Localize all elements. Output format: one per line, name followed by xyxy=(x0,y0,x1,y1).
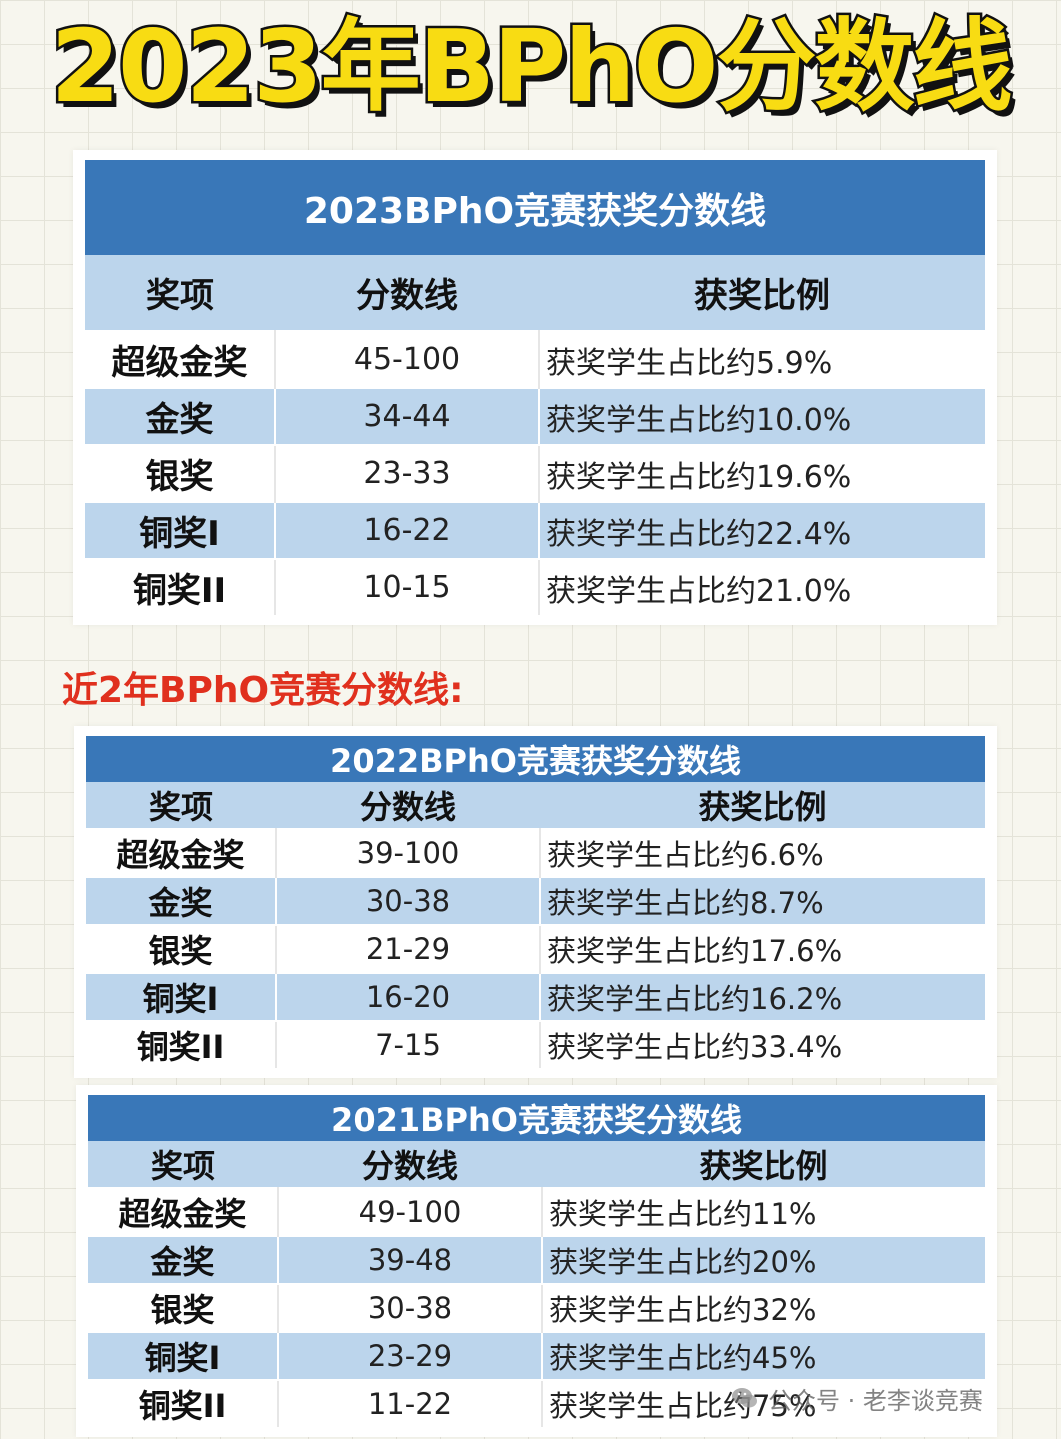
score-cell: 39-48 xyxy=(278,1235,543,1284)
table-row: 铜奖I 16-22 获奖学生占比约22.4% xyxy=(85,501,985,559)
award-cell: 铜奖I xyxy=(86,972,277,1021)
score-table-2022: 2022BPhO竞赛获奖分数线 奖项 分数线 获奖比例 超级金奖 39-100 … xyxy=(86,736,985,1068)
ratio-cell: 获奖学生占比约11% xyxy=(542,1187,985,1236)
table-row: 铜奖II 7-15 获奖学生占比约33.4% xyxy=(86,1020,985,1068)
table-row: 金奖 39-48 获奖学生占比约20% xyxy=(88,1235,985,1284)
ratio-cell: 获奖学生占比约75% xyxy=(542,1379,985,1427)
score-cell: 11-22 xyxy=(278,1379,543,1427)
table-row: 铜奖I 23-29 获奖学生占比约45% xyxy=(88,1331,985,1380)
award-cell: 超级金奖 xyxy=(88,1187,279,1236)
column-header-ratio: 获奖比例 xyxy=(540,782,985,829)
award-cell: 金奖 xyxy=(88,1235,279,1284)
ratio-cell: 获奖学生占比约16.2% xyxy=(540,972,985,1021)
ratio-cell: 获奖学生占比约45% xyxy=(542,1331,985,1380)
award-cell: 金奖 xyxy=(86,876,277,925)
wechat-icon xyxy=(732,1388,757,1408)
column-header-award: 奖项 xyxy=(88,1141,278,1188)
score-cell: 21-29 xyxy=(276,924,541,973)
table-row: 超级金奖 45-100 获奖学生占比约5.9% xyxy=(85,330,985,388)
award-cell: 铜奖II xyxy=(86,1020,277,1068)
award-cell: 超级金奖 xyxy=(86,828,277,877)
table-title: 2022BPhO竞赛获奖分数线 xyxy=(86,736,985,782)
award-cell: 银奖 xyxy=(88,1283,279,1332)
watermark: 公众号 · 老李谈竞赛 xyxy=(730,1378,983,1418)
table-row: 银奖 30-38 获奖学生占比约32% xyxy=(88,1283,985,1332)
ratio-cell: 获奖学生占比约17.6% xyxy=(540,924,985,973)
score-cell: 7-15 xyxy=(276,1020,541,1068)
score-cell: 30-38 xyxy=(276,876,541,925)
score-cell: 23-29 xyxy=(278,1331,543,1380)
award-cell: 银奖 xyxy=(86,924,277,973)
table-title: 2023BPhO竞赛获奖分数线 xyxy=(85,160,985,255)
table-card-2023: 2023BPhO竞赛获奖分数线 奖项 分数线 获奖比例 超级金奖 45-100 … xyxy=(73,150,997,625)
table-title: 2021BPhO竞赛获奖分数线 xyxy=(88,1095,985,1141)
ratio-cell: 获奖学生占比约10.0% xyxy=(539,387,985,445)
table-card-2022: 2022BPhO竞赛获奖分数线 奖项 分数线 获奖比例 超级金奖 39-100 … xyxy=(74,726,997,1078)
score-cell: 39-100 xyxy=(276,828,541,877)
award-cell: 银奖 xyxy=(85,444,276,502)
table-row: 金奖 30-38 获奖学生占比约8.7% xyxy=(86,876,985,925)
column-header-ratio: 获奖比例 xyxy=(539,255,985,331)
column-header-award: 奖项 xyxy=(86,782,276,829)
column-header-score: 分数线 xyxy=(276,782,540,829)
column-header-score: 分数线 xyxy=(278,1141,542,1188)
table-row: 铜奖I 16-20 获奖学生占比约16.2% xyxy=(86,972,985,1021)
award-cell: 铜奖I xyxy=(88,1331,279,1380)
table-row: 银奖 21-29 获奖学生占比约17.6% xyxy=(86,924,985,973)
section-label: 近2年BPhO竞赛分数线: xyxy=(62,670,464,711)
ratio-cell: 获奖学生占比约22.4% xyxy=(539,501,985,559)
score-cell: 10-15 xyxy=(275,558,540,615)
award-cell: 金奖 xyxy=(85,387,276,445)
column-header-ratio: 获奖比例 xyxy=(542,1141,985,1188)
score-table-2021: 2021BPhO竞赛获奖分数线 奖项 分数线 获奖比例 超级金奖 49-100 … xyxy=(88,1095,985,1427)
table-row: 金奖 34-44 获奖学生占比约10.0% xyxy=(85,387,985,445)
score-cell: 45-100 xyxy=(275,330,540,388)
award-cell: 铜奖II xyxy=(85,558,276,615)
score-cell: 34-44 xyxy=(275,387,540,445)
ratio-cell: 获奖学生占比约19.6% xyxy=(539,444,985,502)
watermark-text: 公众号 · 老李谈竞赛 xyxy=(768,1386,983,1415)
award-cell: 超级金奖 xyxy=(85,330,276,388)
score-cell: 23-33 xyxy=(275,444,540,502)
score-cell: 30-38 xyxy=(278,1283,543,1332)
column-header-score: 分数线 xyxy=(275,255,539,331)
ratio-cell: 获奖学生占比约8.7% xyxy=(540,876,985,925)
table-row: 超级金奖 49-100 获奖学生占比约11% xyxy=(88,1187,985,1236)
main-title: 2023年BPhO分数线 xyxy=(48,6,1015,128)
score-cell: 49-100 xyxy=(278,1187,543,1236)
award-cell: 铜奖II xyxy=(88,1379,279,1427)
score-table-2023: 2023BPhO竞赛获奖分数线 奖项 分数线 获奖比例 超级金奖 45-100 … xyxy=(85,160,985,615)
ratio-cell: 获奖学生占比约21.0% xyxy=(539,558,985,615)
score-cell: 16-20 xyxy=(276,972,541,1021)
ratio-cell: 获奖学生占比约32% xyxy=(542,1283,985,1332)
ratio-cell: 获奖学生占比约6.6% xyxy=(540,828,985,877)
ratio-cell: 获奖学生占比约5.9% xyxy=(539,330,985,388)
ratio-cell: 获奖学生占比约33.4% xyxy=(540,1020,985,1068)
score-cell: 16-22 xyxy=(275,501,540,559)
table-row: 铜奖II 10-15 获奖学生占比约21.0% xyxy=(85,558,985,615)
table-card-2021: 2021BPhO竞赛获奖分数线 奖项 分数线 获奖比例 超级金奖 49-100 … xyxy=(76,1085,997,1437)
ratio-cell: 获奖学生占比约20% xyxy=(542,1235,985,1284)
table-row: 银奖 23-33 获奖学生占比约19.6% xyxy=(85,444,985,502)
table-row: 铜奖II 11-22 获奖学生占比约75% xyxy=(88,1379,985,1427)
table-row: 超级金奖 39-100 获奖学生占比约6.6% xyxy=(86,828,985,877)
column-header-award: 奖项 xyxy=(85,255,275,331)
award-cell: 铜奖I xyxy=(85,501,276,559)
